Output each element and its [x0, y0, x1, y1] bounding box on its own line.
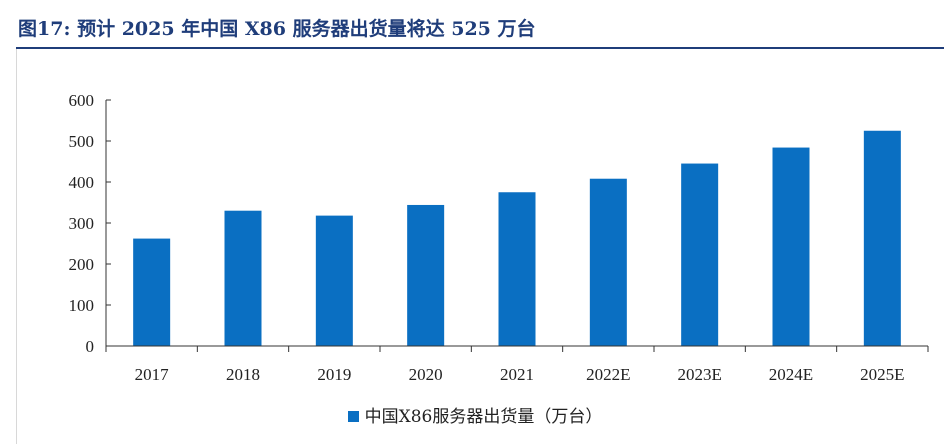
bar-2025E [863, 130, 901, 346]
x-tick-label: 2021 [500, 365, 534, 384]
x-axis-ticks: 2017 2018 2019 2020 2021 2022E 2023E 2024E 2025E [105, 346, 929, 384]
bar-2022E [589, 178, 627, 346]
bar-2020 [407, 204, 445, 346]
x-tick-label: 2019 [317, 365, 351, 384]
x-tick-label: 2025E [860, 365, 904, 384]
legend-label: 中国X86服务器出货量（万台） [364, 407, 603, 427]
y-tick-label: 0 [86, 337, 95, 356]
y-axis-ticks: 0 100 200 300 400 500 600 [69, 91, 111, 356]
frame-border [16, 49, 17, 444]
figure-title-text: 预计 2025 年中国 X86 服务器出货量将达 525 万台 [77, 18, 536, 40]
figure-title: 图17: 预计 2025 年中国 X86 服务器出货量将达 525 万台 [18, 14, 536, 41]
legend: 中国X86服务器出货量（万台） [0, 402, 950, 427]
y-tick-label: 600 [69, 91, 95, 110]
x-tick-label: 2024E [769, 365, 813, 384]
figure-label: 图17: [18, 18, 71, 40]
y-tick-label: 400 [69, 173, 95, 192]
bar-2021 [498, 192, 536, 346]
bar-2018 [224, 210, 262, 346]
x-tick-label: 2023E [677, 365, 721, 384]
y-tick-label: 500 [69, 132, 95, 151]
bars [133, 130, 901, 346]
title-divider [16, 47, 944, 49]
bar-chart: 0 100 200 300 400 500 600 2017 2018 2019 2020 2021… [69, 91, 929, 384]
x-tick-label: 2017 [135, 365, 170, 384]
x-tick-label: 2020 [409, 365, 443, 384]
bar-2024E [772, 147, 810, 346]
y-tick-label: 100 [69, 296, 95, 315]
bar-2017 [133, 238, 171, 346]
bar-2019 [315, 215, 353, 346]
bar-2023E [681, 163, 719, 346]
y-tick-label: 300 [69, 214, 95, 233]
y-tick-label: 200 [69, 255, 95, 274]
x-tick-label: 2018 [226, 365, 260, 384]
x-tick-label: 2022E [586, 365, 630, 384]
legend-swatch [347, 411, 359, 422]
